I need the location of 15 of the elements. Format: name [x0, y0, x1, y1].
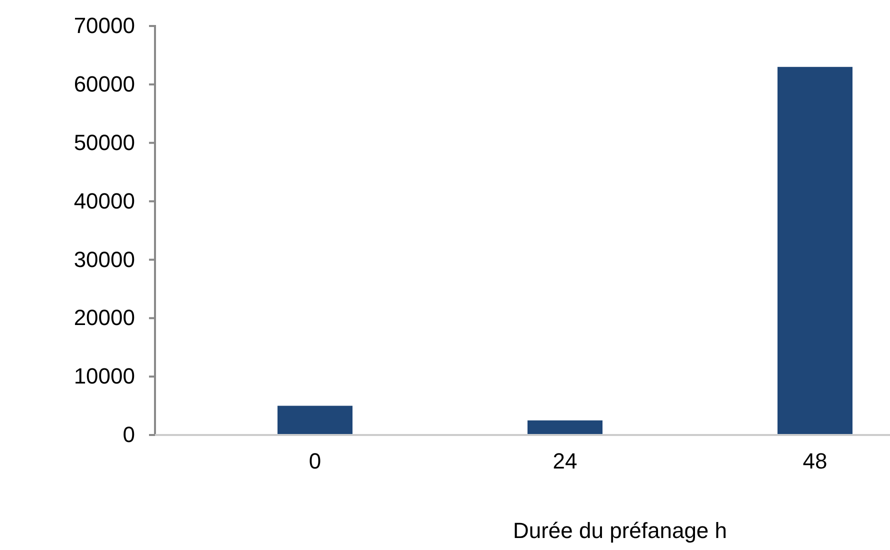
x-tick-label: 0: [308, 448, 322, 474]
y-tick-label: 50000: [74, 130, 135, 155]
y-tick-label: 0: [122, 422, 135, 448]
y-tick-label: 10000: [74, 364, 135, 389]
x-axis-title: Durée du préfanage h: [512, 518, 728, 543]
y-tick-label: 60000: [74, 71, 135, 96]
y-tick-label: 30000: [74, 246, 135, 272]
bar: [278, 406, 352, 435]
x-tick-label: 48: [802, 448, 828, 474]
bar: [528, 420, 602, 435]
y-tick-label: 20000: [74, 305, 135, 330]
y-tick-label: 40000: [74, 188, 135, 214]
bar: [778, 66, 852, 435]
x-tick-label: 24: [552, 448, 578, 474]
y-tick-label: 70000: [74, 13, 135, 38]
